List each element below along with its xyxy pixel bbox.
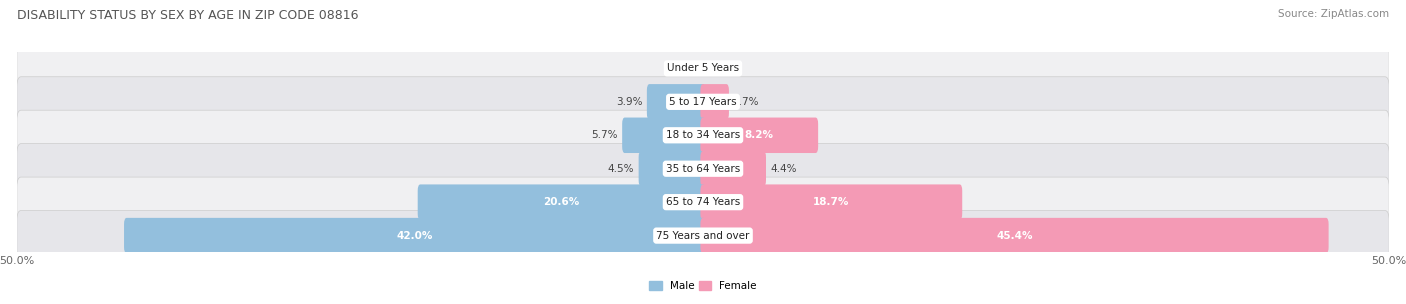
Text: 5 to 17 Years: 5 to 17 Years: [669, 97, 737, 107]
FancyBboxPatch shape: [17, 211, 1389, 261]
Text: 18 to 34 Years: 18 to 34 Years: [666, 130, 740, 140]
Text: Source: ZipAtlas.com: Source: ZipAtlas.com: [1278, 9, 1389, 19]
Text: 35 to 64 Years: 35 to 64 Years: [666, 164, 740, 174]
Text: 45.4%: 45.4%: [997, 231, 1033, 240]
FancyBboxPatch shape: [647, 84, 706, 119]
FancyBboxPatch shape: [700, 118, 818, 153]
FancyBboxPatch shape: [700, 218, 1329, 253]
Text: 18.7%: 18.7%: [813, 197, 849, 207]
FancyBboxPatch shape: [623, 118, 706, 153]
FancyBboxPatch shape: [638, 151, 706, 186]
FancyBboxPatch shape: [700, 151, 766, 186]
Text: 20.6%: 20.6%: [544, 197, 579, 207]
FancyBboxPatch shape: [17, 43, 1389, 94]
Text: DISABILITY STATUS BY SEX BY AGE IN ZIP CODE 08816: DISABILITY STATUS BY SEX BY AGE IN ZIP C…: [17, 9, 359, 22]
FancyBboxPatch shape: [17, 144, 1389, 194]
Text: 4.5%: 4.5%: [607, 164, 634, 174]
Text: 3.9%: 3.9%: [616, 97, 643, 107]
Text: 4.4%: 4.4%: [770, 164, 797, 174]
Text: 42.0%: 42.0%: [396, 231, 433, 240]
Text: 1.7%: 1.7%: [733, 97, 759, 107]
Text: 0.0%: 0.0%: [669, 64, 696, 73]
Legend: Male, Female: Male, Female: [650, 281, 756, 291]
Text: 5.7%: 5.7%: [592, 130, 617, 140]
FancyBboxPatch shape: [124, 218, 706, 253]
Text: 8.2%: 8.2%: [745, 130, 773, 140]
Text: 0.0%: 0.0%: [710, 64, 737, 73]
FancyBboxPatch shape: [418, 185, 706, 220]
FancyBboxPatch shape: [700, 84, 728, 119]
FancyBboxPatch shape: [17, 110, 1389, 161]
FancyBboxPatch shape: [700, 185, 962, 220]
FancyBboxPatch shape: [17, 177, 1389, 227]
Text: 75 Years and over: 75 Years and over: [657, 231, 749, 240]
Text: 65 to 74 Years: 65 to 74 Years: [666, 197, 740, 207]
Text: Under 5 Years: Under 5 Years: [666, 64, 740, 73]
FancyBboxPatch shape: [17, 77, 1389, 127]
